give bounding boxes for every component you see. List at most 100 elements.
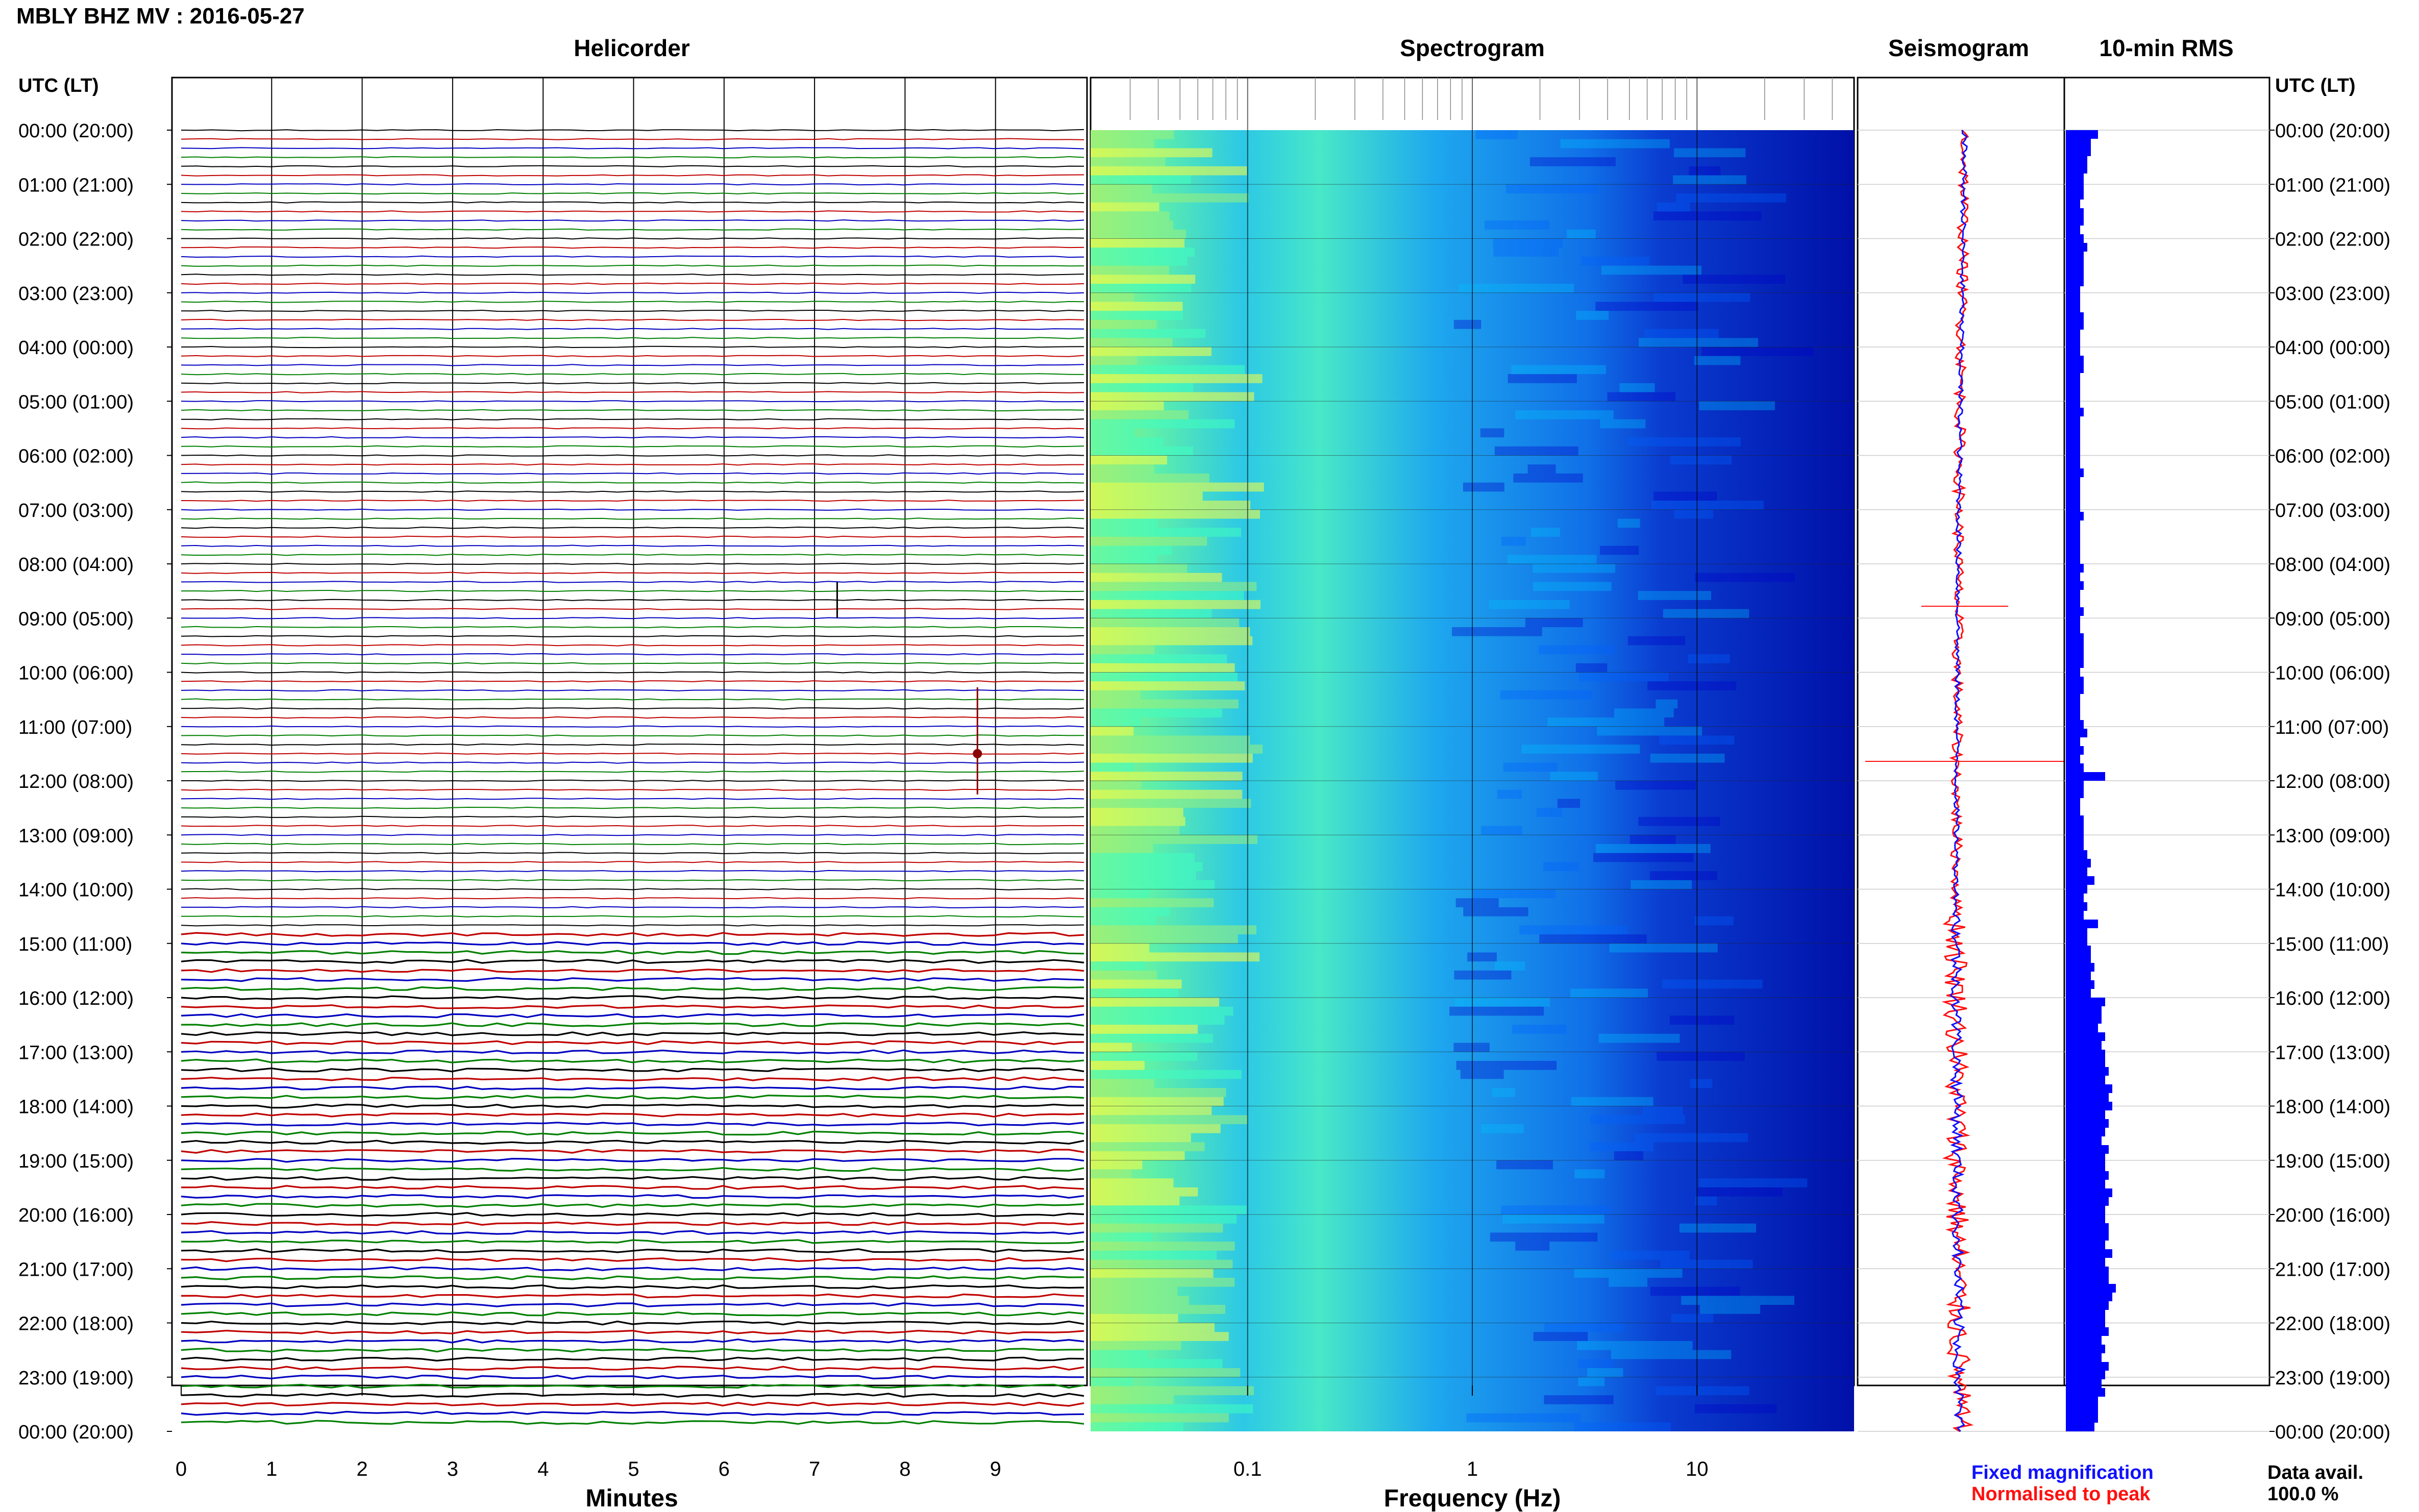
helicorder-x-tick-label: 7 <box>809 1458 820 1480</box>
helicorder-trace <box>181 1031 1084 1036</box>
spectrogram-row-band <box>1091 374 1263 383</box>
helicorder-trace <box>181 1329 1084 1334</box>
rms-bar <box>2066 1128 2105 1136</box>
spectrogram-row-band <box>1091 473 1210 483</box>
rms-bar <box>2066 1188 2112 1197</box>
spectrogram-row-band <box>1501 1205 1611 1214</box>
helicorder-trace <box>181 662 1084 665</box>
helicorder-trace <box>181 156 1084 159</box>
hour-label-left: 22:00 (18:00) <box>18 1313 134 1335</box>
spectrogram-row-band <box>1475 130 1518 139</box>
spectrogram-row-band <box>1091 1259 1233 1269</box>
helicorder-trace <box>181 391 1084 393</box>
spectrogram-row-band <box>1525 618 1583 627</box>
spectrogram-row-band <box>1091 925 1256 935</box>
spectrogram-row-band <box>1091 943 1150 953</box>
helicorder-trace <box>181 617 1084 619</box>
spectrogram-row-band <box>1638 591 1712 600</box>
helicorder-trace <box>181 1410 1084 1416</box>
helicorder-trace <box>181 1320 1084 1326</box>
spectrogram-row-band <box>1091 808 1183 817</box>
rms-bar <box>2066 1293 2112 1301</box>
spectrogram-row-band <box>1091 1341 1181 1350</box>
spectrogram-row-band <box>1578 1359 1614 1369</box>
rms-bar <box>2066 416 2080 425</box>
hour-label-left: 20:00 (16:00) <box>18 1205 134 1226</box>
rms-bar <box>2066 954 2091 963</box>
spectrogram-row-band <box>1091 347 1212 356</box>
spectrogram-row-band <box>1091 1097 1224 1106</box>
rms-bar <box>2066 1397 2098 1405</box>
helicorder-x-tick-label: 2 <box>356 1458 367 1480</box>
spectrogram-row-band <box>1663 609 1749 618</box>
spectrogram-row-band <box>1091 1115 1248 1124</box>
helicorder-trace <box>181 1013 1084 1019</box>
spectrogram-row-band <box>1091 166 1247 176</box>
spectrogram-row-band <box>1091 591 1244 600</box>
rms-bar <box>2066 1388 2105 1397</box>
hour-label-left: 08:00 (04:00) <box>18 554 134 576</box>
spectrogram-row-band <box>1091 256 1188 266</box>
helicorder-trace <box>181 1049 1084 1055</box>
hour-label-left: 16:00 (12:00) <box>18 988 134 1009</box>
spectrogram-row-band <box>1091 1269 1214 1278</box>
spectrogram-row-band <box>1091 690 1141 700</box>
rms-bar <box>2066 668 2080 677</box>
spectrogram-row-band <box>1091 772 1243 781</box>
spectrogram-row-band <box>1593 853 1694 862</box>
helicorder-trace <box>181 743 1084 746</box>
spectrogram-row-band <box>1579 672 1669 682</box>
helicorder-trace <box>181 572 1084 574</box>
spectrogram-row-band <box>1596 844 1711 853</box>
spectrogram-row-band <box>1091 979 1182 989</box>
spectrogram-row-band <box>1539 934 1647 944</box>
spectrogram-row-band <box>1091 880 1215 889</box>
rms-bar <box>2066 859 2091 867</box>
spectrogram-row-band <box>1690 1079 1713 1088</box>
hour-label-right: 15:00 (11:00) <box>2275 934 2389 955</box>
helicorder-trace <box>181 1176 1084 1181</box>
rms-bar <box>2066 191 2084 200</box>
spectrogram-row-band <box>1091 889 1150 899</box>
hour-label-right: 11:00 (07:00) <box>2275 717 2389 738</box>
spectrogram-row-band <box>1091 275 1196 284</box>
helicorder-trace <box>181 995 1084 1000</box>
spectrogram-row-band <box>1091 292 1134 302</box>
spectrogram-row-band <box>1639 338 1759 347</box>
rms-bar <box>2066 573 2080 581</box>
rms-bar <box>2066 642 2084 651</box>
spectrogram-row-band <box>1091 1404 1253 1414</box>
helicorder-trace <box>181 1067 1084 1073</box>
helicorder-trace <box>181 291 1084 294</box>
spectrogram-row-band <box>1091 835 1257 844</box>
hour-label-right: 21:00 (17:00) <box>2275 1259 2390 1280</box>
spectrogram-row-band <box>1091 781 1141 790</box>
hour-label-left: 02:00 (22:00) <box>18 229 134 251</box>
helicorder-trace <box>181 481 1084 484</box>
rms-bar <box>2066 703 2080 711</box>
rms-bar <box>2066 1241 2105 1249</box>
rms-bar <box>2066 755 2080 763</box>
spectrogram-row-band <box>1091 1070 1242 1079</box>
helicorder-trace <box>181 977 1084 982</box>
hour-label-right: 22:00 (18:00) <box>2275 1313 2390 1335</box>
helicorder-trace <box>181 834 1084 836</box>
spectrogram-row-band <box>1611 1350 1732 1359</box>
spectrogram-row-band <box>1653 292 1750 302</box>
spectrogram-row-band <box>1091 464 1154 474</box>
helicorder-trace <box>181 373 1084 376</box>
helicorder-trace <box>181 228 1084 231</box>
spectrogram-row-band <box>1521 745 1640 754</box>
rms-bar <box>2066 633 2084 642</box>
helicorder-trace <box>181 554 1084 556</box>
spectrogram-row-band <box>1091 1124 1221 1133</box>
spectrogram-row-band <box>1463 907 1528 916</box>
rms-bar <box>2066 321 2084 330</box>
rms-bar <box>2066 1214 2105 1223</box>
spectrogram-row-band <box>1631 880 1692 889</box>
hour-label-left: 04:00 (00:00) <box>18 337 134 359</box>
rms-bar <box>2066 937 2087 946</box>
helicorder-trace <box>181 1221 1084 1226</box>
rms-bar <box>2066 165 2087 173</box>
helicorder-trace <box>181 1420 1084 1425</box>
